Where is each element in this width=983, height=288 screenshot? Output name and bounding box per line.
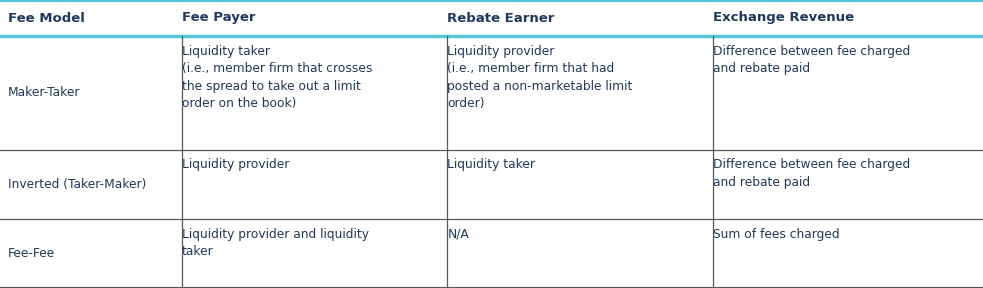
Text: Inverted (Taker-Maker): Inverted (Taker-Maker) <box>8 178 146 191</box>
Text: Fee-Fee: Fee-Fee <box>8 247 55 260</box>
Text: Sum of fees charged: Sum of fees charged <box>713 228 839 240</box>
Text: Difference between fee charged
and rebate paid: Difference between fee charged and rebat… <box>713 45 910 75</box>
Text: Rebate Earner: Rebate Earner <box>447 12 554 24</box>
Text: Liquidity provider and liquidity
taker: Liquidity provider and liquidity taker <box>182 228 369 258</box>
Text: N/A: N/A <box>447 228 469 240</box>
Text: Liquidity provider: Liquidity provider <box>182 158 289 171</box>
Text: Fee Model: Fee Model <box>8 12 85 24</box>
Text: Liquidity taker
(i.e., member firm that crosses
the spread to take out a limit
o: Liquidity taker (i.e., member firm that … <box>182 45 373 110</box>
Text: Maker-Taker: Maker-Taker <box>8 86 81 99</box>
Text: Liquidity provider
(i.e., member firm that had
posted a non-marketable limit
ord: Liquidity provider (i.e., member firm th… <box>447 45 633 110</box>
Text: Exchange Revenue: Exchange Revenue <box>713 12 854 24</box>
Text: Liquidity taker: Liquidity taker <box>447 158 536 171</box>
Text: Fee Payer: Fee Payer <box>182 12 256 24</box>
Text: Difference between fee charged
and rebate paid: Difference between fee charged and rebat… <box>713 158 910 189</box>
